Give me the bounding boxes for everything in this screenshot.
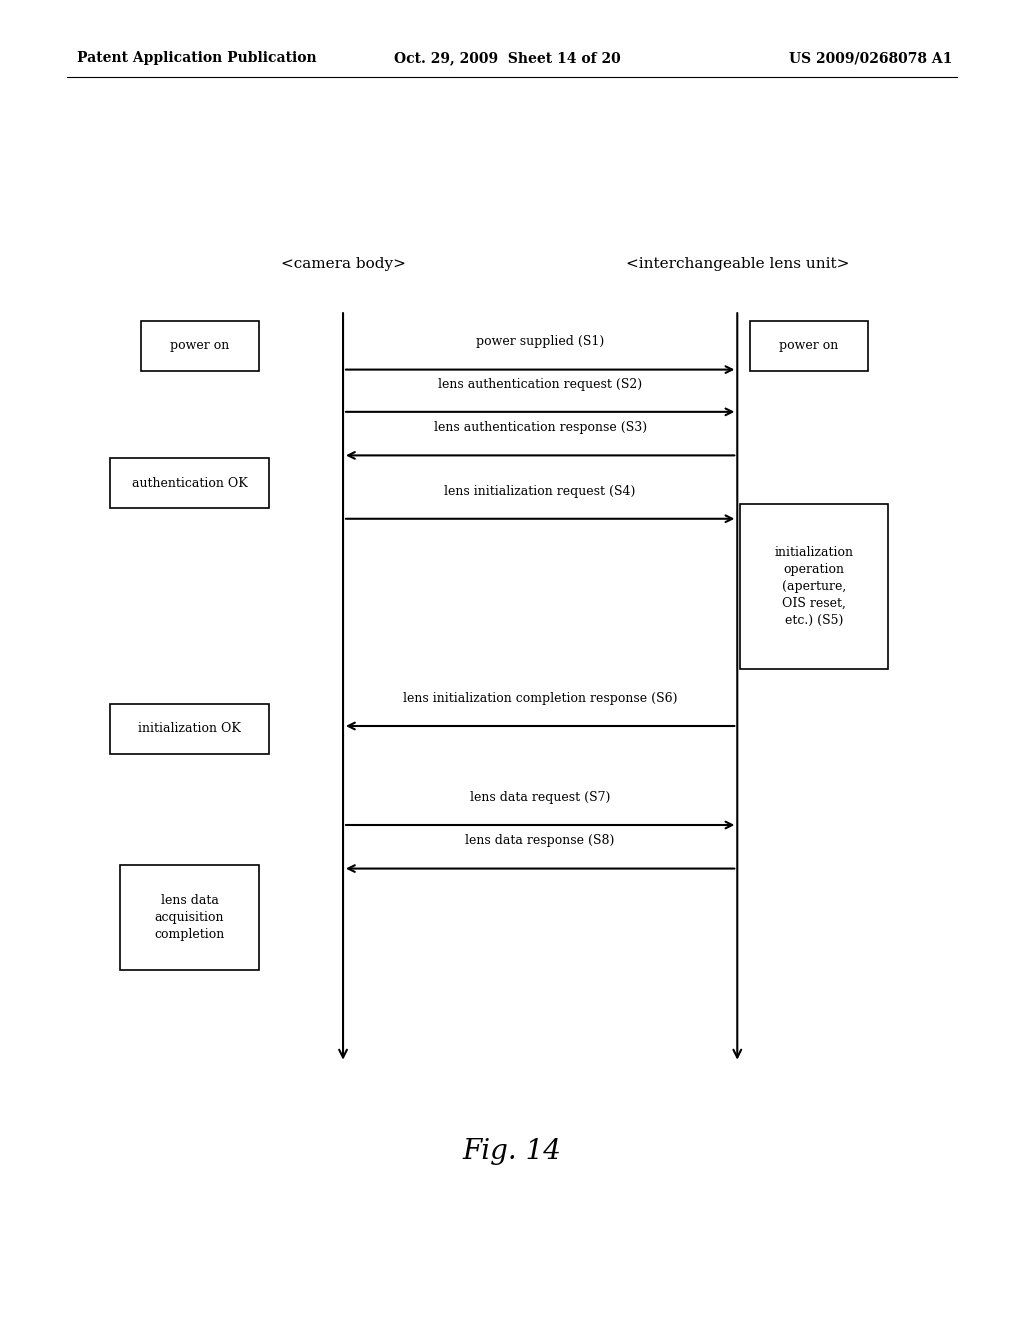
FancyBboxPatch shape (750, 321, 868, 371)
Text: <interchangeable lens unit>: <interchangeable lens unit> (626, 257, 849, 271)
Text: US 2009/0268078 A1: US 2009/0268078 A1 (788, 51, 952, 65)
FancyBboxPatch shape (141, 321, 258, 371)
FancyBboxPatch shape (121, 865, 258, 970)
Text: Fig. 14: Fig. 14 (463, 1138, 561, 1164)
Text: lens authentication request (S2): lens authentication request (S2) (438, 378, 642, 391)
FancyBboxPatch shape (111, 704, 268, 754)
Text: Patent Application Publication: Patent Application Publication (77, 51, 316, 65)
Text: <camera body>: <camera body> (281, 257, 406, 271)
Text: initialization
operation
(aperture,
OIS reset,
etc.) (S5): initialization operation (aperture, OIS … (774, 545, 854, 627)
Text: lens initialization completion response (S6): lens initialization completion response … (402, 692, 678, 705)
Text: Oct. 29, 2009  Sheet 14 of 20: Oct. 29, 2009 Sheet 14 of 20 (394, 51, 621, 65)
FancyBboxPatch shape (739, 503, 889, 668)
Text: lens data request (S7): lens data request (S7) (470, 791, 610, 804)
Text: lens data
acquisition
completion: lens data acquisition completion (155, 894, 224, 941)
Text: lens authentication response (S3): lens authentication response (S3) (433, 421, 647, 434)
FancyBboxPatch shape (111, 458, 268, 508)
Text: initialization OK: initialization OK (138, 722, 241, 735)
Text: lens data response (S8): lens data response (S8) (466, 834, 614, 847)
Text: power supplied (S1): power supplied (S1) (476, 335, 604, 348)
Text: power on: power on (170, 339, 229, 352)
Text: authentication OK: authentication OK (131, 477, 248, 490)
Text: lens initialization request (S4): lens initialization request (S4) (444, 484, 636, 498)
Text: power on: power on (779, 339, 839, 352)
